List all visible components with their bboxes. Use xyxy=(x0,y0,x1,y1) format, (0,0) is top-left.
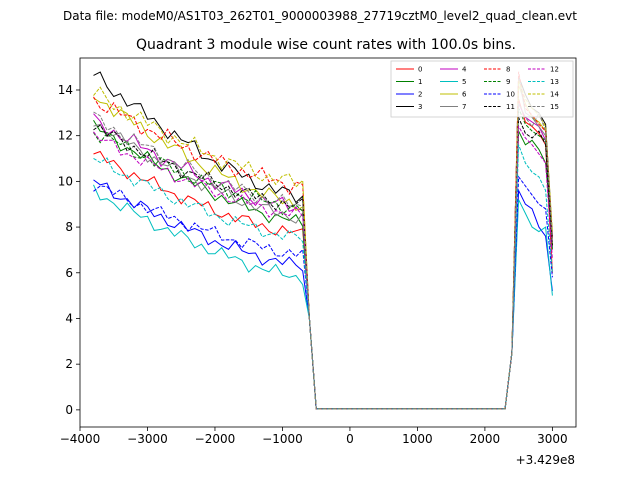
series-line-6 xyxy=(93,85,553,410)
series-line-8 xyxy=(93,71,553,410)
series-line-11 xyxy=(93,117,553,410)
legend-label: 0 xyxy=(418,66,422,74)
legend-label: 4 xyxy=(462,66,467,74)
y-tick-label: 14 xyxy=(58,83,73,97)
series-line-3 xyxy=(93,71,553,410)
x-tick-label: −3000 xyxy=(127,432,168,446)
series-line-7 xyxy=(93,76,553,410)
legend-box xyxy=(390,60,574,118)
legend-label: 11 xyxy=(506,103,515,111)
series-line-0 xyxy=(93,98,553,410)
legend-label: 10 xyxy=(506,91,515,99)
x-tick-label: −2000 xyxy=(195,432,236,446)
x-tick-label: −4000 xyxy=(60,432,101,446)
y-tick-label: 2 xyxy=(65,357,73,371)
series-line-5 xyxy=(93,184,553,410)
y-tick-label: 12 xyxy=(58,129,73,143)
series-line-4 xyxy=(93,103,553,410)
plot-frame xyxy=(79,57,577,428)
legend-label: 5 xyxy=(462,78,466,86)
x-tick-label: 1000 xyxy=(402,432,433,446)
legend-label: 8 xyxy=(506,66,510,74)
legend-label: 7 xyxy=(462,103,466,111)
legend-label: 6 xyxy=(462,91,467,99)
legend-label: 2 xyxy=(418,91,422,99)
series-line-13 xyxy=(93,144,553,410)
x-tick-label: 0 xyxy=(346,432,354,446)
x-axis: −4000 −3000 −2000 −1000 0 1000 2000 3000 xyxy=(60,427,568,446)
x-axis-offset-label: +3.429e8 xyxy=(516,453,575,467)
legend-label: 14 xyxy=(550,91,559,99)
y-tick-label: 8 xyxy=(65,220,73,234)
legend-label: 1 xyxy=(418,78,422,86)
figure-suptitle: Data file: modeM0/AS1T03_262T01_90000039… xyxy=(63,9,577,23)
series-line-15 xyxy=(93,103,553,410)
x-tick-label: 3000 xyxy=(537,432,568,446)
series-line-2 xyxy=(93,179,553,410)
x-tick-label: −1000 xyxy=(262,432,303,446)
series-layer xyxy=(93,71,553,410)
y-tick-label: 4 xyxy=(65,311,73,325)
y-tick-label: 0 xyxy=(65,403,73,417)
series-line-10 xyxy=(93,175,553,410)
chart-title: Quadrant 3 module wise count rates with … xyxy=(136,37,516,53)
x-tick-label: 2000 xyxy=(470,432,501,446)
series-line-9 xyxy=(93,108,553,410)
legend-label: 12 xyxy=(550,66,559,74)
y-tick-label: 6 xyxy=(65,266,73,280)
y-axis: 0 2 4 6 8 10 12 14 xyxy=(58,83,80,417)
series-line-1 xyxy=(93,120,553,410)
legend-label: 15 xyxy=(550,103,559,111)
y-tick-label: 10 xyxy=(58,174,73,188)
legend-label: 3 xyxy=(418,103,422,111)
legend-label: 9 xyxy=(506,78,510,86)
legend-label: 13 xyxy=(550,78,559,86)
